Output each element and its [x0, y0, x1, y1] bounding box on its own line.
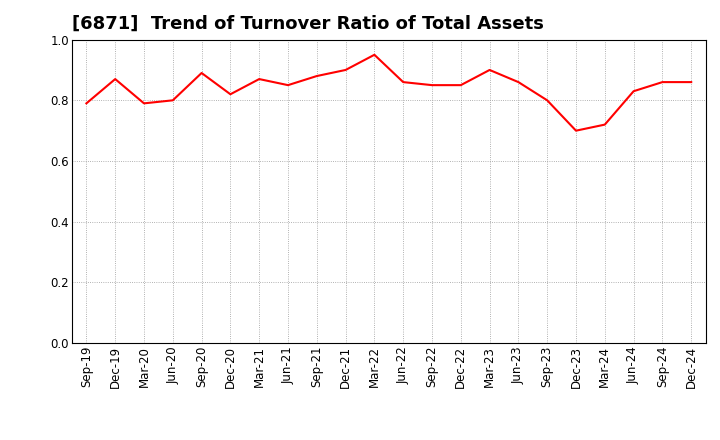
Text: [6871]  Trend of Turnover Ratio of Total Assets: [6871] Trend of Turnover Ratio of Total … [72, 15, 544, 33]
